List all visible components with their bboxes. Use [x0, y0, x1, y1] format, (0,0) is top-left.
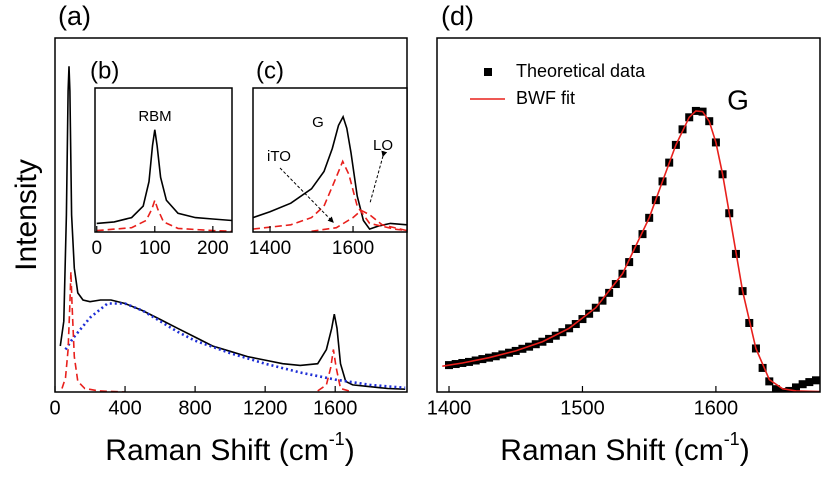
series-line	[59, 66, 406, 390]
marker	[631, 244, 640, 253]
plot	[96, 129, 232, 232]
marker	[778, 388, 787, 392]
panel: 1400 1500 1600 (d) G Raman Shift (cm-1) Theore…	[427, 1, 821, 467]
series-line	[61, 271, 126, 392]
y-axis-label: Intensity	[10, 159, 43, 271]
marker	[791, 383, 800, 392]
panel-title: (a)	[58, 1, 91, 31]
annotation: G	[727, 84, 749, 115]
x-axis-label-part: )	[345, 434, 355, 467]
marker	[605, 288, 614, 297]
marker	[598, 296, 607, 305]
x-tick-label: 1400	[249, 238, 291, 259]
series-line	[442, 110, 820, 392]
panel-title: (c)	[256, 57, 284, 84]
x-axis-label: Raman Shift (cm-1)	[105, 429, 354, 467]
plot	[253, 114, 407, 232]
x-tick-label: 800	[178, 397, 211, 419]
panel-title: (b)	[90, 57, 119, 84]
plot-frame	[436, 37, 821, 393]
x-axis-label-superscript: -1	[329, 429, 345, 449]
x-tick-label: 200	[197, 238, 229, 259]
panel-title: (d)	[441, 1, 474, 31]
x-axis-label-superscript: -1	[724, 429, 740, 449]
marker	[638, 230, 647, 239]
x-tick-label: 0	[49, 397, 60, 419]
x-axis-label-part: )	[740, 434, 750, 467]
marker	[611, 280, 620, 289]
plot-frame	[94, 87, 233, 233]
marker	[625, 258, 634, 267]
annotation: RBM	[138, 108, 171, 125]
marker	[758, 363, 767, 372]
legend-label: Theoretical data	[516, 61, 646, 81]
x-tick-label: 1600	[694, 397, 739, 419]
marker	[805, 378, 814, 387]
series-line	[96, 197, 232, 232]
x-tick-label: 1400	[427, 397, 472, 419]
arrow	[369, 150, 388, 204]
series-line	[317, 349, 353, 392]
plot-frame	[252, 87, 408, 233]
plot-background	[95, 88, 232, 232]
annotation: G	[312, 114, 324, 131]
plot	[442, 106, 820, 392]
x-tick-label: 400	[108, 397, 141, 419]
legend-marker	[484, 68, 492, 76]
plot-background	[437, 38, 820, 392]
x-tick-label: 1600	[332, 238, 374, 259]
series-line	[96, 129, 232, 225]
annotation: LO	[373, 137, 393, 154]
annotation: iTO	[267, 148, 291, 165]
x-axis-label-part: Raman Shift (cm	[500, 434, 723, 467]
series-line	[64, 302, 406, 390]
marker	[765, 377, 774, 386]
x-tick-label: 0	[91, 238, 102, 259]
marker	[811, 376, 820, 385]
marker	[798, 380, 807, 389]
marker	[578, 315, 587, 324]
panel: 0 400 800 1200 1600 (a) Intensity Raman Shift (…	[10, 1, 408, 467]
x-axis-label-part: Raman Shift (cm	[105, 434, 328, 467]
x-tick-label: 100	[139, 238, 171, 259]
panel: 0 100 200 (b) RBM	[90, 57, 233, 259]
x-tick-label: 1200	[243, 397, 288, 419]
x-tick-label: 1600	[313, 397, 358, 419]
series-line	[253, 159, 407, 232]
x-axis-label: Raman Shift (cm-1)	[500, 429, 749, 467]
series-line	[253, 114, 407, 231]
series-line	[311, 209, 407, 232]
legend-label: BWF fit	[516, 88, 575, 108]
plot	[59, 66, 406, 392]
marker	[771, 385, 780, 392]
x-tick-label: 1500	[560, 397, 605, 419]
arrow	[279, 167, 334, 223]
